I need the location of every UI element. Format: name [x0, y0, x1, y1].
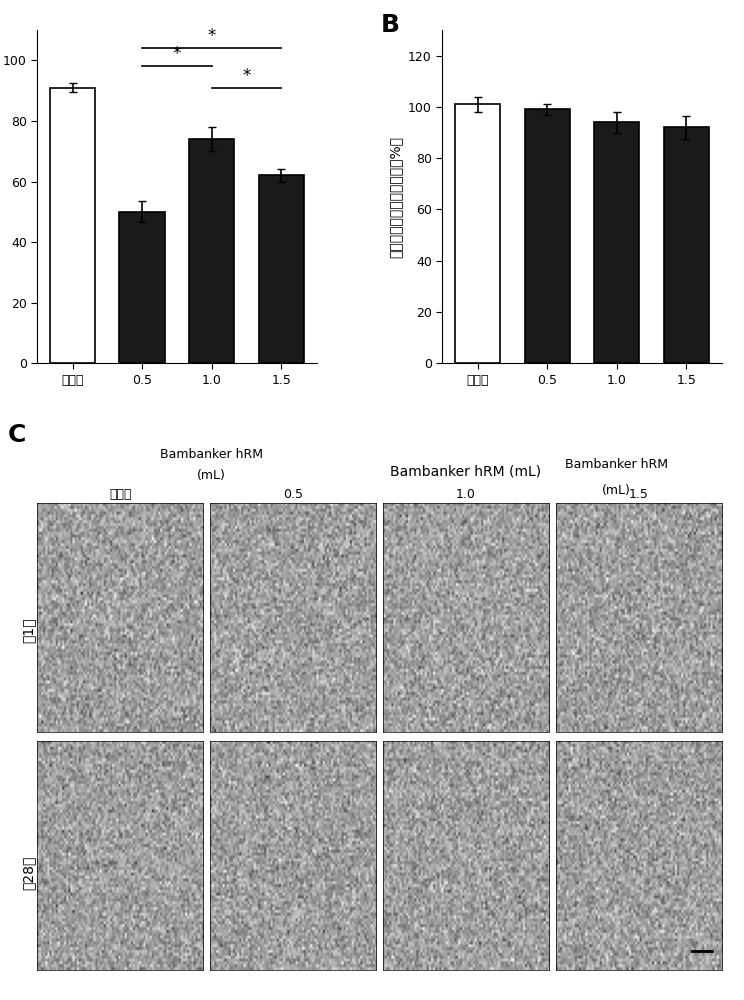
- Text: *: *: [208, 27, 216, 45]
- Title: 非保存: 非保存: [109, 488, 132, 501]
- Text: Bambanker hRM: Bambanker hRM: [565, 458, 668, 471]
- Bar: [259, 175, 304, 363]
- Text: B: B: [381, 13, 400, 37]
- Text: *: *: [243, 67, 251, 85]
- Text: C: C: [7, 423, 26, 447]
- Text: Bambanker hRM (mL): Bambanker hRM (mL): [391, 464, 542, 478]
- Y-axis label: 第1天: 第1天: [22, 618, 36, 643]
- Text: (mL): (mL): [603, 484, 631, 497]
- Bar: [594, 122, 639, 363]
- Bar: [120, 212, 164, 363]
- Text: *: *: [173, 45, 181, 63]
- Y-axis label: 第28天: 第28天: [22, 856, 36, 890]
- Text: (mL): (mL): [197, 469, 226, 482]
- Title: 0.5: 0.5: [283, 488, 303, 501]
- Bar: [664, 127, 709, 363]
- Bar: [525, 109, 570, 363]
- Title: 1.0: 1.0: [456, 488, 475, 501]
- Y-axis label: 细胞密度（相对于非保存的%）: 细胞密度（相对于非保存的%）: [388, 136, 403, 258]
- Bar: [50, 88, 95, 363]
- Title: 1.5: 1.5: [629, 488, 649, 501]
- Bar: [189, 139, 234, 363]
- Bar: [455, 104, 500, 363]
- Text: Bambanker hRM: Bambanker hRM: [160, 448, 263, 461]
